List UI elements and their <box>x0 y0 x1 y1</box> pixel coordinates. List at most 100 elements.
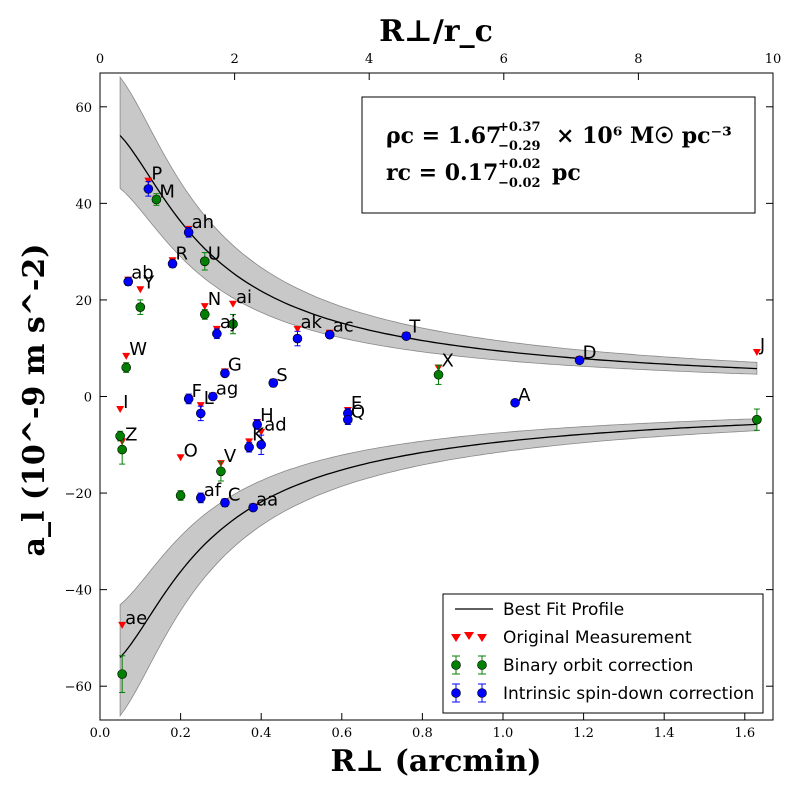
legend-blue-dots <box>451 683 487 703</box>
spindown-point-ab <box>123 276 134 287</box>
r-c-sub: −0.02 <box>498 176 541 191</box>
point-label-ae: ae <box>125 608 147 629</box>
spindown-point-ag <box>208 391 218 402</box>
top-tick-label-0: 0 <box>96 52 104 67</box>
legend: Best Fit Profile Original Measurement Bi… <box>442 593 764 714</box>
original-point-ae <box>118 621 127 629</box>
binary-point-m <box>151 194 162 205</box>
legend-green-dot-2 <box>477 660 487 670</box>
legend-green-dot-1 <box>451 660 461 670</box>
spindown-point-f <box>183 394 194 404</box>
point-label-ag: ag <box>216 379 238 400</box>
y-tick-label-3: 0 <box>84 391 92 406</box>
fit-curve-lower <box>119 423 757 658</box>
spindown-point-l <box>195 408 206 419</box>
point-label-ah: ah <box>192 212 214 233</box>
point-label-e: E <box>351 393 362 414</box>
legend-label-spindown: Intrinsic spin-down correction <box>503 684 754 704</box>
point-label-m: M <box>159 182 175 203</box>
y-tick-label-0: 60 <box>75 101 92 116</box>
r-c-tail: pc <box>552 160 581 186</box>
binary-point-i <box>115 431 125 441</box>
point-label-a: A <box>518 385 531 406</box>
point-label-n: N <box>208 289 221 310</box>
top-tick-label-5: 10 <box>765 52 782 67</box>
point-label-c: C <box>228 485 241 506</box>
best-fit-profile <box>119 135 757 658</box>
legend-label-binary: Binary orbit correction <box>503 656 693 676</box>
point-label-h: H <box>260 405 274 426</box>
point-label-ac: ac <box>333 316 354 337</box>
rho-c-main: ρc = 1.67 <box>386 123 501 149</box>
fit-parameters-box: ρc = 1.67 +0.37 −0.29 × 10⁶ M☉ pc⁻³ rc =… <box>361 96 756 214</box>
spindown-point-d <box>574 355 585 366</box>
y-tick-label-2: 20 <box>75 294 92 309</box>
point-label-aa: aa <box>256 490 278 511</box>
point-label-r: R <box>176 243 189 264</box>
spindown-point-aj <box>212 328 222 339</box>
spindown-point-p <box>143 184 154 194</box>
spindown-point-ak <box>292 333 303 344</box>
point-label-f: F <box>192 381 202 402</box>
point-label-j: J <box>759 335 765 356</box>
original-point-ak <box>293 325 302 333</box>
spindown-point-c <box>220 497 230 508</box>
rho-c-tail: × 10⁶ M☉ pc⁻³ <box>556 123 732 149</box>
point-label-o: O <box>184 440 198 461</box>
x-tick-label-3: 0.6 <box>331 726 352 741</box>
top-tick-label-4: 8 <box>634 52 642 67</box>
point-label-q: Q <box>351 402 365 423</box>
binary-point-j <box>752 414 762 425</box>
legend-frame <box>442 593 764 714</box>
point-label-i: I <box>123 392 128 413</box>
original-point-j <box>752 349 761 357</box>
point-label-s: S <box>276 365 287 386</box>
point-label-af: af <box>204 480 222 501</box>
spindown-point-r <box>167 258 178 269</box>
point-label-w: W <box>129 339 147 360</box>
y-tick-label-1: 40 <box>75 197 92 212</box>
x-tick-label-7: 1.4 <box>654 726 675 741</box>
point-label-ai: ai <box>236 287 252 308</box>
axis-ticks: 0.0 0.2 0.4 0.6 0.8 1.0 1.2 1.4 1.66040200−20−40… <box>65 52 782 741</box>
binary-point-y <box>135 302 146 312</box>
binary-point-x <box>433 369 444 380</box>
spindown-point-af <box>195 493 206 503</box>
top-tick-label-3: 6 <box>500 52 508 67</box>
spindown-point-h <box>252 419 262 430</box>
rho-c-sub: −0.29 <box>498 139 541 154</box>
x-tick-label-1: 0.2 <box>170 726 191 741</box>
legend-blue-dot-1 <box>451 688 461 698</box>
top-tick-label-2: 4 <box>365 52 373 67</box>
point-label-z: Z <box>125 424 137 445</box>
binary-point-u <box>199 256 210 267</box>
binary-point-ae <box>117 669 127 679</box>
x-tick-label-0: 0.0 <box>90 726 111 741</box>
binary-point-z <box>117 444 127 455</box>
r-c-sup: +0.02 <box>498 157 541 172</box>
legend-triangle-1 <box>451 634 461 642</box>
legend-label-fit: Best Fit Profile <box>503 600 624 620</box>
top-tick-label-1: 2 <box>230 52 238 67</box>
original-point-ad <box>257 428 266 436</box>
spindown-point-ac <box>324 329 335 340</box>
point-label-v: V <box>224 446 237 467</box>
binary-point-v <box>216 466 226 477</box>
point-label-y: Y <box>142 272 155 293</box>
point-label-ab: ab <box>131 263 153 284</box>
y-tick-label-5: −40 <box>65 584 92 599</box>
legend-label-original: Original Measurement <box>503 628 692 648</box>
legend-blue-dot-2 <box>477 688 487 698</box>
point-label-p: P <box>151 164 162 185</box>
spindown-point-s <box>268 378 279 388</box>
spindown-point-a <box>510 397 520 408</box>
y-tick-label-4: −20 <box>65 487 92 502</box>
x-tick-label-2: 0.4 <box>251 726 272 741</box>
rho-c-sup: +0.37 <box>498 120 541 135</box>
spindown-point-k <box>244 442 254 452</box>
original-point-w <box>122 352 131 360</box>
spindown-point-q <box>343 414 353 425</box>
original-point-o <box>176 454 185 462</box>
